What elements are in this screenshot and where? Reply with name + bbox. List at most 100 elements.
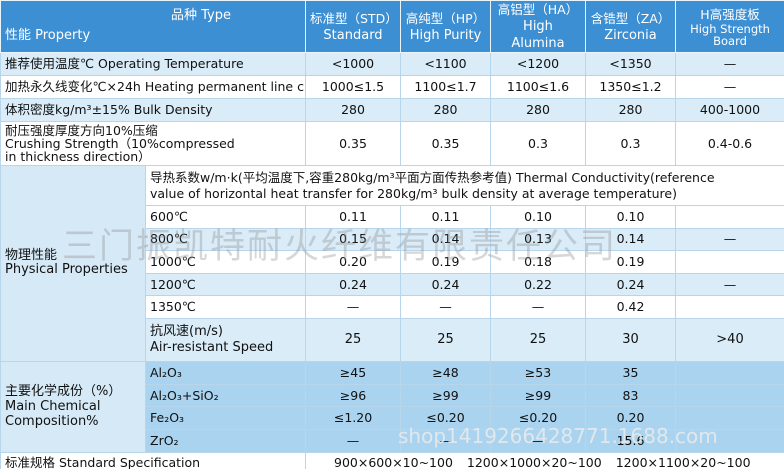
text-line: 1350℃ (150, 299, 196, 315)
cell: 1100≤1.7 (400, 75, 491, 99)
spec-value: 1200×1100×20~100 (615, 455, 751, 469)
cell: ≥53 (490, 360, 586, 385)
sub-label: 抗风速(m/s) Air-resistant Speed (145, 317, 306, 362)
cell: — (490, 295, 586, 319)
cell: >40 (675, 317, 784, 362)
cell: 1350≤1.2 (585, 75, 676, 99)
table-row: 1350℃ — — —0.42 (1, 295, 784, 319)
cell: ≤1.20 (305, 406, 401, 431)
header-column: 标准型（STD） Standard (305, 0, 401, 53)
cell: ≤0.20 (490, 406, 586, 431)
sub-label: 1000℃ (145, 250, 306, 274)
cell: — (305, 429, 401, 453)
text-line: 主要化学成份（%） (5, 384, 122, 400)
row-label: 耐压强度厚度方向10%压缩 Crushing Strength（10%compre… (0, 121, 306, 166)
cell (675, 383, 784, 408)
cell: 280 (490, 98, 586, 122)
cell: 0.10 (585, 205, 676, 229)
group-label: 主要化学成份（%） Main Chemical Composition% (0, 360, 146, 453)
cell: 0.19 (585, 250, 676, 274)
text-line: 抗风速(m/s) (150, 323, 223, 339)
cell: — (675, 227, 784, 252)
cell: ≥96 (305, 383, 401, 408)
cell: ≥48 (400, 360, 491, 385)
cell: 0.14 (400, 227, 491, 252)
header-en: High Strength Board (690, 22, 770, 48)
header-column: 高纯型（HP） High Purity (400, 0, 491, 53)
text-line: 1200℃ (150, 276, 196, 292)
group-label: 物理性能 Physical Properties (0, 165, 146, 362)
sub-label: ZrO₂ (145, 429, 306, 453)
cell: 0.42 (585, 295, 676, 319)
cell: 0.35 (305, 121, 401, 166)
cell (675, 360, 784, 385)
header-property: 性能 Property (5, 28, 91, 43)
cell: 0.14 (585, 227, 676, 252)
header-zh: 高纯型（HP） (405, 10, 486, 26)
cell: — (400, 295, 491, 319)
header-zh: 高铝型（HA） (497, 2, 579, 17)
text-line: Crushing Strength（10%compressed (5, 136, 235, 151)
cell: ≥99 (400, 383, 491, 408)
table-row: 1200℃ 0.24 0.24 0.22 0.24— (1, 272, 784, 297)
cell: 0.35 (400, 121, 491, 166)
header-en: High Purity (409, 27, 482, 43)
text-line: in thickness direction） (5, 149, 151, 164)
header-column: 含锆型（ZA） Zirconia (585, 0, 676, 53)
table-row: 600℃ 0.11 0.11 0.10 0.10 (1, 205, 784, 229)
header-en: Zirconia (604, 27, 657, 43)
cell: 25 (490, 317, 586, 362)
header-zh: 标准型（STD） (310, 10, 398, 26)
table-row: 品种 Type 性能 Property 标准型（STD） Standard 高纯型（HP… (0, 0, 784, 53)
header-column: 高铝型（HA） High Alumina (490, 0, 586, 53)
table-row: Fe₂O₃ ≤1.20 ≤0.20 ≤0.20 0.20 (1, 406, 784, 431)
cell: ≤0.20 (400, 406, 491, 431)
table-row: ZrO₂ — — —15.6 (1, 429, 784, 453)
cell: 0.24 (305, 272, 401, 297)
text-line: Air-resistant Speed (150, 339, 274, 355)
sub-label: Al₂O₃+SiO₂ (145, 383, 306, 408)
cell: 400-1000 (675, 98, 784, 122)
text-line: Al₂O₃+SiO₂ (150, 387, 219, 403)
text-line: 600℃ (150, 208, 188, 224)
header-column: H高强度板 High Strength Board (675, 0, 784, 53)
text-line: 导热系数w/m·k(平均温度下,容重280kg/m³平面方面传热参考值) The… (150, 169, 715, 185)
text-line: value of horizontal heat transfer for 28… (150, 185, 677, 201)
cell: — (675, 75, 784, 99)
table-row: 1000℃ 0.20 0.19 0.18 0.19 (1, 250, 784, 274)
cell: 0.11 (400, 205, 491, 229)
cell (675, 295, 784, 319)
cell: 280 (400, 98, 491, 122)
cell: — (675, 52, 784, 76)
sub-label: 1200℃ (145, 272, 306, 297)
cell: 0.22 (490, 272, 586, 297)
cell: 0.3 (490, 121, 586, 166)
cell: ≥99 (490, 383, 586, 408)
cell: <1350 (585, 52, 676, 76)
row-label: 推荐使用温度℃ Operating Temperature (0, 52, 306, 76)
cell: 35 (585, 360, 676, 385)
cell (675, 406, 784, 431)
cell: 0.19 (400, 250, 491, 274)
table-row: 抗风速(m/s) Air-resistant Speed 25 25 25 30 >40 (1, 317, 784, 362)
cell: 0.20 (585, 406, 676, 431)
cell: 0.3 (585, 121, 676, 166)
header-en: High Alumina (511, 19, 565, 51)
table-row: 标准规格 Standard Specification 900×600×10~10… (0, 451, 784, 469)
sub-label: 800℃ (145, 227, 306, 252)
text-line: 耐压强度厚度方向10%压缩 (5, 123, 158, 138)
cell (675, 429, 784, 453)
cell: 0.20 (305, 250, 401, 274)
header-zh: 含锆型（ZA） (590, 10, 671, 26)
text-line: Composition% (5, 414, 99, 430)
table-row: 800℃ 0.15 0.14 0.13 0.14— (1, 227, 784, 252)
header-corner: 品种 Type 性能 Property (0, 0, 306, 53)
text-line: 体积密度kg/m³±15% Bulk Density (5, 102, 213, 117)
row-label: 加热永久线变化℃×24h Heating permanent line chan… (0, 75, 306, 99)
header-type: 品种 Type (171, 8, 231, 23)
cell: 0.13 (490, 227, 586, 252)
text-line: 加热永久线变化℃×24h Heating permanent line chan… (5, 79, 305, 94)
